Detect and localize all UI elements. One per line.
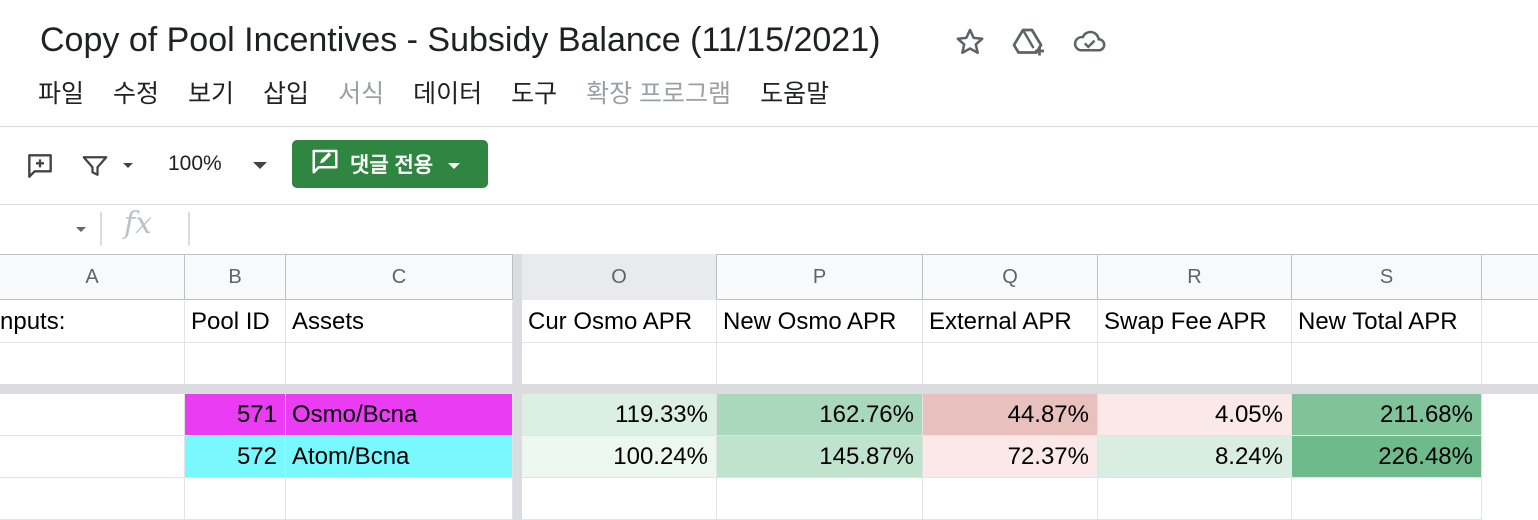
menu-tools[interactable]: 도구 <box>511 80 558 108</box>
new-osmo-apr-cell[interactable]: 145.87% <box>717 436 923 478</box>
cloud-status-icon[interactable] <box>1071 24 1107 60</box>
empty-cell[interactable] <box>1098 343 1292 385</box>
column-header-q[interactable]: Q <box>923 254 1098 300</box>
header-cell-assets[interactable]: Assets <box>286 301 513 343</box>
column-header-c[interactable]: C <box>286 254 513 300</box>
frozen-row-divider[interactable] <box>0 384 1538 394</box>
function-icon: fx <box>124 206 153 241</box>
zoom-chevron-down-icon[interactable] <box>248 156 272 176</box>
new-osmo-apr-cell[interactable]: 162.76% <box>717 394 923 436</box>
header-cell-new-total-apr[interactable]: New Total APR <box>1292 301 1482 343</box>
empty-cell[interactable] <box>717 343 923 385</box>
empty-cell[interactable] <box>1292 478 1482 520</box>
menu-divider <box>0 126 1538 127</box>
column-header-a[interactable]: A <box>0 254 185 300</box>
empty-cell[interactable] <box>0 436 185 478</box>
toolbar-divider <box>0 204 1538 205</box>
header-cell-new-osmo-apr[interactable]: New Osmo APR <box>717 301 923 343</box>
swap-fee-apr-cell[interactable]: 4.05% <box>1098 394 1292 436</box>
column-header-r[interactable]: R <box>1098 254 1292 300</box>
assets-cell[interactable]: Osmo/Bcna <box>286 394 513 436</box>
empty-cell[interactable] <box>923 478 1098 520</box>
header-cell-swap-fee-apr[interactable]: Swap Fee APR <box>1098 301 1292 343</box>
header-cell-pool-id[interactable]: Pool ID <box>185 301 286 343</box>
menu-edit[interactable]: 수정 <box>113 80 160 108</box>
column-header-p[interactable]: P <box>717 254 923 300</box>
swap-fee-apr-cell[interactable]: 8.24% <box>1098 436 1292 478</box>
new-total-apr-cell[interactable]: 226.48% <box>1292 436 1482 478</box>
add-comment-icon[interactable] <box>22 148 58 184</box>
empty-cell[interactable] <box>522 478 717 520</box>
empty-cell[interactable] <box>0 343 185 385</box>
menu-insert[interactable]: 삽입 <box>263 80 310 108</box>
header-cell-a[interactable]: nputs: <box>0 301 185 343</box>
empty-cell[interactable] <box>0 478 185 520</box>
external-apr-cell[interactable]: 72.37% <box>923 436 1098 478</box>
menu-file[interactable]: 파일 <box>38 80 85 108</box>
formula-bar-separator <box>188 212 190 246</box>
column-header-row <box>0 254 1538 300</box>
star-icon[interactable] <box>952 24 988 60</box>
assets-cell[interactable]: Atom/Bcna <box>286 436 513 478</box>
menu-help[interactable]: 도움말 <box>760 80 830 108</box>
empty-cell[interactable] <box>1292 343 1482 385</box>
formula-bar-separator <box>100 212 102 246</box>
empty-cell[interactable] <box>185 343 286 385</box>
external-apr-cell[interactable]: 44.87% <box>923 394 1098 436</box>
new-total-apr-cell[interactable]: 211.68% <box>1292 394 1482 436</box>
formula-input[interactable] <box>196 208 1526 250</box>
pool-id-cell[interactable]: 571 <box>185 394 286 436</box>
empty-cell[interactable] <box>1098 478 1292 520</box>
comment-only-mode-button[interactable]: 댓글 전용 <box>292 140 488 188</box>
empty-cell[interactable] <box>717 478 923 520</box>
zoom-level[interactable]: 100% <box>168 152 222 175</box>
menu-bar: 파일 수정 보기 삽입 서식 데이터 도구 확장 프로그램 도움말 <box>38 76 858 112</box>
name-box-chevron-down-icon[interactable] <box>74 222 88 236</box>
empty-cell[interactable] <box>286 478 513 520</box>
column-header-b[interactable]: B <box>185 254 286 300</box>
cur-osmo-apr-cell[interactable]: 100.24% <box>522 436 717 478</box>
menu-view[interactable]: 보기 <box>188 80 235 108</box>
empty-cell[interactable] <box>185 478 286 520</box>
frozen-column-divider[interactable] <box>513 254 522 520</box>
document-title[interactable]: Copy of Pool Incentives - Subsidy Balanc… <box>40 21 881 59</box>
comment-edit-icon <box>310 146 340 182</box>
comment-only-mode-label: 댓글 전용 <box>350 154 434 177</box>
menu-format[interactable]: 서식 <box>338 80 385 108</box>
menu-data[interactable]: 데이터 <box>413 80 483 108</box>
empty-cell[interactable] <box>1482 301 1538 343</box>
move-to-drive-icon[interactable] <box>1011 24 1047 60</box>
filter-icon[interactable] <box>78 148 112 184</box>
header-cell-cur-osmo-apr[interactable]: Cur Osmo APR <box>522 301 717 343</box>
menu-extensions[interactable]: 확장 프로그램 <box>586 80 732 108</box>
pool-id-cell[interactable]: 572 <box>185 436 286 478</box>
empty-cell[interactable] <box>522 343 717 385</box>
header-cell-external-apr[interactable]: External APR <box>923 301 1098 343</box>
empty-cell[interactable] <box>923 343 1098 385</box>
empty-cell[interactable] <box>286 343 513 385</box>
cur-osmo-apr-cell[interactable]: 119.33% <box>522 394 717 436</box>
filter-chevron-down-icon[interactable] <box>118 156 138 176</box>
chevron-down-icon <box>447 152 461 176</box>
column-header-s[interactable]: S <box>1292 254 1482 300</box>
empty-cell[interactable] <box>0 394 185 436</box>
column-header-o[interactable]: O <box>522 254 717 300</box>
